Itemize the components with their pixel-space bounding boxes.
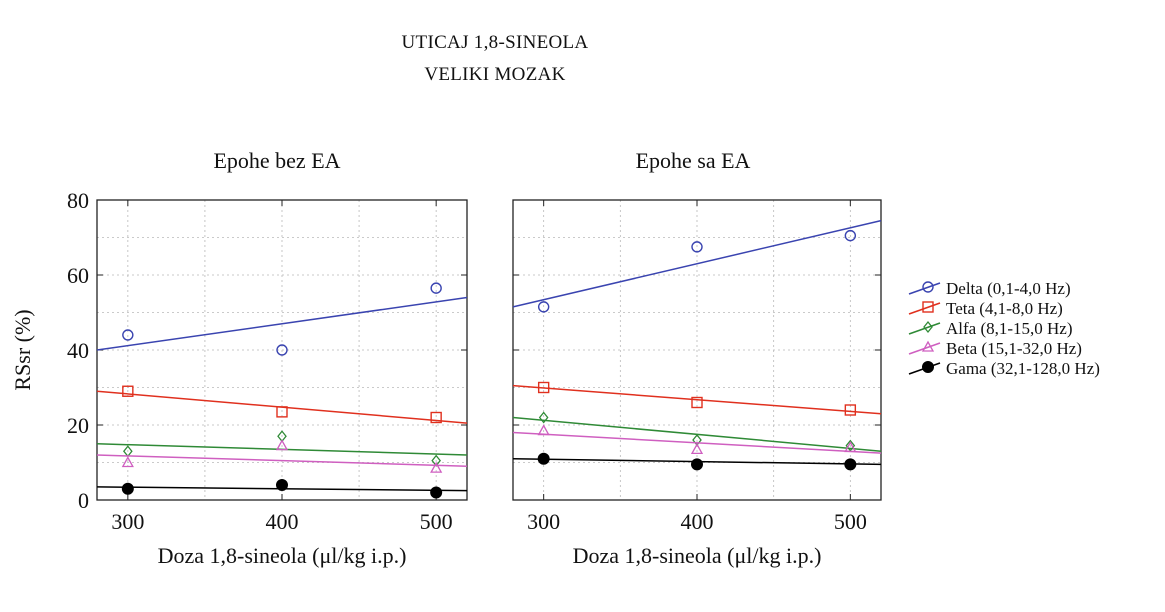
legend-label-gama: Gama (32,1-128,0 Hz) xyxy=(946,359,1100,378)
data-point-teta xyxy=(691,396,703,409)
x-tick-label: 300 xyxy=(527,509,560,534)
data-point-alfa xyxy=(538,411,549,424)
legend-swatch-beta xyxy=(908,340,941,355)
x-tick-label: 300 xyxy=(111,509,144,534)
plot-panel-2: 300 400 500 Doza 1,8-sineola (μl/kg i.p.) xyxy=(512,199,882,568)
x-axis-label: Doza 1,8-sineola (μl/kg i.p.) xyxy=(158,543,407,568)
data-point-teta xyxy=(276,406,288,418)
data-point-delta xyxy=(844,229,857,242)
data-point-beta xyxy=(430,461,443,473)
data-point-beta xyxy=(537,424,550,436)
fit-line-delta xyxy=(96,296,468,351)
figure-title-line1: UTICAJ 1,8-SINEOLA xyxy=(401,32,589,53)
data-point-beta xyxy=(121,456,134,468)
legend-swatch-delta xyxy=(908,281,941,295)
legend-marker-teta xyxy=(922,301,934,313)
data-point-teta xyxy=(537,381,550,394)
y-tick-label: 40 xyxy=(67,338,89,363)
legend-label-teta: Teta (4,1-8,0 Hz) xyxy=(946,299,1063,318)
data-point-beta xyxy=(275,439,289,451)
panel-title-right: Epohe sa EA xyxy=(635,148,751,173)
legend-marker-alfa xyxy=(923,320,933,334)
legend-line-delta xyxy=(908,282,941,295)
y-tick-label: 60 xyxy=(67,263,89,288)
data-point-delta xyxy=(691,241,703,253)
x-tick-label: 500 xyxy=(420,509,453,534)
data-point-gama xyxy=(537,452,550,465)
plot-panel-1: 300 400 500 0 20 40 60 80 Doza 1,8-sineola (μl/k… xyxy=(10,188,468,568)
data-point-teta xyxy=(122,385,134,397)
fit-line-delta xyxy=(512,219,882,308)
legend-marker-beta xyxy=(921,340,935,352)
x-axis-label: Doza 1,8-sineola (μl/kg i.p.) xyxy=(573,543,822,568)
fit-line-teta xyxy=(512,384,882,415)
fit-line-beta xyxy=(96,454,468,467)
legend-label-beta: Beta (15,1-32,0 Hz) xyxy=(946,339,1082,358)
y-tick-label: 0 xyxy=(78,488,89,513)
x-tick-label: 400 xyxy=(266,509,299,534)
data-point-gama xyxy=(691,458,703,471)
legend-swatch-alfa xyxy=(908,320,941,335)
legend-marker-delta xyxy=(922,281,934,293)
y-tick-label: 20 xyxy=(67,413,89,438)
legend-line-teta xyxy=(908,302,941,315)
figure-title-line2: VELIKI MOZAK xyxy=(424,64,566,85)
data-point-delta xyxy=(537,301,550,313)
panel-title-left: Epohe bez EA xyxy=(213,148,341,173)
legend-marker-gama xyxy=(922,361,934,373)
legend-swatch-gama xyxy=(908,361,941,375)
legend-label-alfa: Alfa (8,1-15,0 Hz) xyxy=(946,319,1073,338)
y-tick-label: 80 xyxy=(67,188,89,213)
legend-label-delta: Delta (0,1-4,0 Hz) xyxy=(946,279,1071,298)
legend-swatch-teta xyxy=(908,301,941,315)
data-point-gama xyxy=(121,482,134,495)
data-point-teta xyxy=(844,404,857,416)
data-point-alfa xyxy=(845,439,856,452)
y-axis-label: RSsr (%) xyxy=(10,309,35,390)
x-tick-label: 500 xyxy=(834,509,867,534)
data-point-gama xyxy=(276,479,288,491)
data-point-beta xyxy=(844,441,857,453)
x-tick-label: 400 xyxy=(681,509,714,534)
data-point-gama xyxy=(844,458,857,471)
data-point-teta xyxy=(430,411,442,424)
data-point-delta xyxy=(122,329,134,341)
data-point-delta xyxy=(430,282,442,294)
data-point-gama xyxy=(430,486,443,499)
data-point-beta xyxy=(690,443,704,455)
fit-line-beta xyxy=(512,431,882,454)
data-point-delta xyxy=(276,344,288,356)
